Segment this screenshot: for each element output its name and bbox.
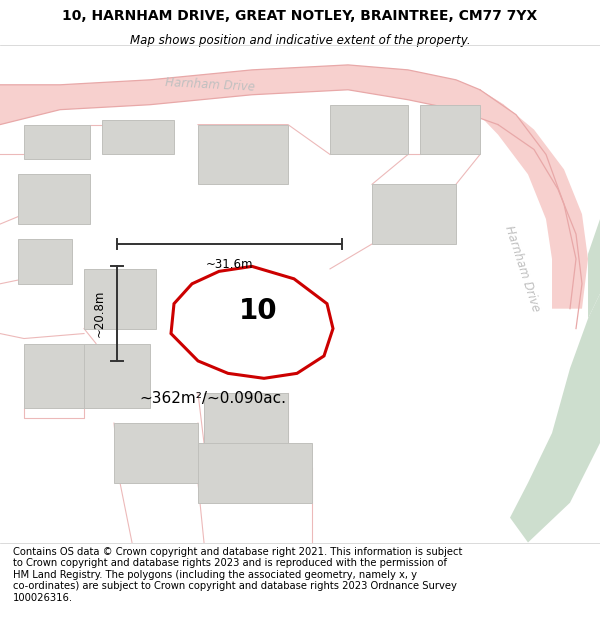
Polygon shape (588, 219, 600, 319)
Text: Contains OS data © Crown copyright and database right 2021. This information is : Contains OS data © Crown copyright and d… (13, 547, 463, 603)
Polygon shape (474, 90, 588, 309)
Polygon shape (84, 344, 150, 408)
Polygon shape (24, 124, 90, 159)
Polygon shape (372, 184, 456, 244)
Text: Harnham Drive: Harnham Drive (502, 224, 542, 314)
Text: Map shows position and indicative extent of the property.: Map shows position and indicative extent… (130, 34, 470, 47)
Polygon shape (84, 269, 156, 329)
Text: Harnham Drive: Harnham Drive (165, 76, 255, 94)
Polygon shape (330, 105, 408, 154)
Text: ~31.6m: ~31.6m (206, 258, 253, 271)
Polygon shape (420, 105, 480, 154)
Polygon shape (204, 393, 288, 443)
Polygon shape (198, 443, 312, 503)
Polygon shape (114, 423, 198, 483)
Polygon shape (171, 266, 333, 378)
Text: ~362m²/~0.090ac.: ~362m²/~0.090ac. (139, 391, 287, 406)
Polygon shape (24, 344, 96, 408)
Polygon shape (18, 174, 90, 224)
Polygon shape (102, 119, 174, 154)
Text: ~20.8m: ~20.8m (93, 290, 106, 338)
Text: 10: 10 (239, 297, 277, 325)
Polygon shape (198, 124, 288, 184)
Polygon shape (510, 294, 600, 542)
Polygon shape (0, 65, 504, 124)
Text: 10, HARNHAM DRIVE, GREAT NOTLEY, BRAINTREE, CM77 7YX: 10, HARNHAM DRIVE, GREAT NOTLEY, BRAINTR… (62, 9, 538, 23)
Polygon shape (18, 239, 72, 284)
